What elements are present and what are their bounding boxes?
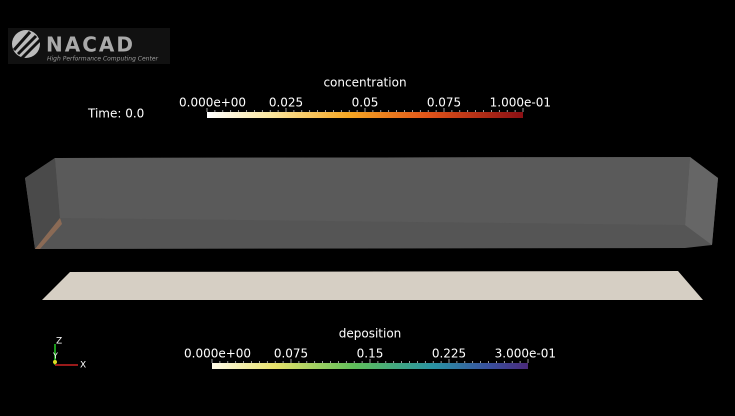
colorbar-title: deposition xyxy=(339,327,402,341)
logo: NACAD High Performance Computing Center xyxy=(8,28,170,64)
colorbar xyxy=(212,363,528,369)
domain-box xyxy=(25,157,718,249)
axis-label: Y xyxy=(52,352,58,361)
colorbar-tick-label: 1.000e-01 xyxy=(490,96,551,110)
colorbar-tick-label: 0.075 xyxy=(427,96,461,110)
colorbar xyxy=(207,112,523,118)
colorbar-tick-label: 0.05 xyxy=(352,96,379,110)
logo-name: NACAD xyxy=(46,33,135,57)
box-back-face xyxy=(55,157,690,225)
colorbar-tick-label: 0.000e+00 xyxy=(179,96,246,110)
viewport: NACAD High Performance Computing Center … xyxy=(0,0,735,416)
colorbar-tick-label: 0.15 xyxy=(357,347,384,361)
colorbar-tick-label: 3.000e-01 xyxy=(495,347,556,361)
y-axis xyxy=(53,360,57,364)
deposition-surface xyxy=(42,271,703,300)
axis-label: Z xyxy=(56,337,62,347)
axis-label: X xyxy=(80,361,86,371)
colorbar-tick-label: 0.225 xyxy=(432,347,466,361)
time-label: Time: 0.0 xyxy=(87,107,144,121)
logo-subtitle: High Performance Computing Center xyxy=(47,56,159,63)
colorbar-title: concentration xyxy=(323,76,406,90)
colorbar-tick-label: 0.075 xyxy=(274,347,308,361)
colorbar-tick-label: 0.025 xyxy=(269,96,303,110)
colorbar-tick-label: 0.000e+00 xyxy=(184,347,251,361)
